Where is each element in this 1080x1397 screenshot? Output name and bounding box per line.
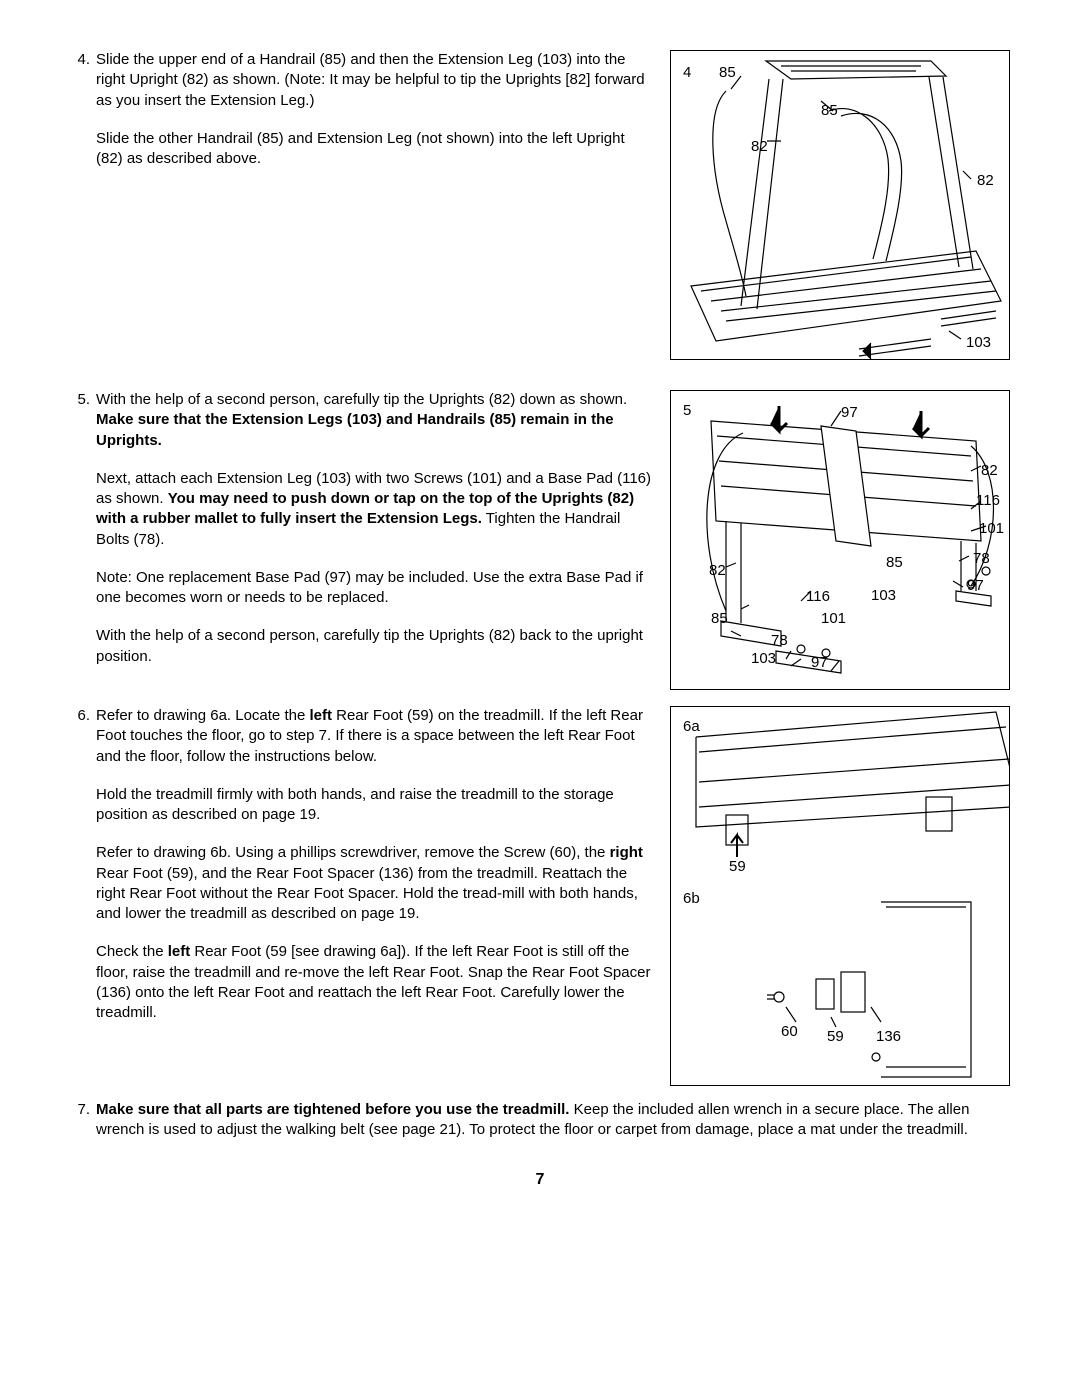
f5-116a: 116 (976, 491, 1000, 511)
figure-5: 5 97 82 116 101 78 97 85 103 82 85 116 1… (670, 390, 1010, 690)
s7p1a: Make sure that all parts are tightened b… (96, 1101, 569, 1118)
step-6-p4: Check the left Rear Foot (59 [see drawin… (96, 942, 652, 1023)
step-5-p1b: Make sure that the Extension Legs (103) … (96, 411, 614, 448)
f5-85a: 85 (711, 609, 728, 629)
f5-97b: 97 (967, 576, 984, 596)
figure-4-label: 4 (683, 63, 691, 83)
f5-101a: 101 (979, 519, 1004, 539)
f5-97c: 97 (811, 653, 828, 673)
step-7-text: Make sure that all parts are tightened b… (96, 1100, 1010, 1159)
s6p1b: left (309, 707, 332, 724)
s6p3a: Refer to drawing 6b. Using a phillips sc… (96, 844, 610, 861)
step-4-p1: Slide the upper end of a Handrail (85) a… (96, 50, 652, 111)
figure-6b-label: 6b (683, 889, 700, 909)
s6p4b: left (168, 943, 191, 960)
f5-101b: 101 (821, 609, 846, 629)
step-5-p1: With the help of a second person, carefu… (96, 390, 652, 451)
step-4-row: 4. Slide the upper end of a Handrail (85… (70, 50, 1010, 360)
step-4-number: 4. (70, 50, 96, 70)
f6-59b: 59 (827, 1027, 844, 1047)
step-6-p3: Refer to drawing 6b. Using a phillips sc… (96, 843, 652, 924)
f5-103a: 103 (751, 649, 776, 669)
figure-6: 6a 59 6b 60 59 136 (670, 706, 1010, 1086)
fig4-c-85a: 85 (719, 63, 736, 83)
step-6-row: 6. Refer to drawing 6a. Locate the left … (70, 706, 1010, 1086)
step-7-number: 7. (70, 1100, 96, 1120)
step-5-p1a: With the help of a second person, carefu… (96, 391, 627, 408)
figure-6a-label: 6a (683, 717, 700, 737)
s6p3b: right (610, 844, 643, 861)
f6-59a: 59 (729, 857, 746, 877)
step-6-number: 6. (70, 706, 96, 726)
f5-78a: 78 (973, 549, 990, 569)
f5-116b: 116 (806, 587, 830, 607)
f6-136: 136 (876, 1027, 901, 1047)
fig4-c-82a: 82 (751, 137, 768, 157)
figure-5-label: 5 (683, 401, 691, 421)
step-5-text: With the help of a second person, carefu… (96, 390, 670, 685)
step-4-text: Slide the upper end of a Handrail (85) a… (96, 50, 670, 187)
step-7-row: 7. Make sure that all parts are tightene… (70, 1100, 1010, 1159)
step-5-p4: With the help of a second person, carefu… (96, 626, 652, 667)
f6-60: 60 (781, 1022, 798, 1042)
fig4-c-82b: 82 (977, 171, 994, 191)
s6p3c: Rear Foot (59), and the Rear Foot Spacer… (96, 865, 638, 923)
fig4-c-103: 103 (966, 333, 991, 353)
f5-82a: 82 (981, 461, 998, 481)
f5-103b: 103 (871, 586, 896, 606)
step-6-p2: Hold the treadmill firmly with both hand… (96, 785, 652, 826)
step-4-p2: Slide the other Handrail (85) and Extens… (96, 129, 652, 170)
step-5-p2: Next, attach each Extension Leg (103) wi… (96, 469, 652, 550)
step-7-p1: Make sure that all parts are tightened b… (96, 1100, 1010, 1141)
page-number: 7 (70, 1169, 1010, 1191)
f5-85b: 85 (886, 553, 903, 573)
step-5-number: 5. (70, 390, 96, 410)
f5-82b: 82 (709, 561, 726, 581)
step-6-p1: Refer to drawing 6a. Locate the left Rea… (96, 706, 652, 767)
figure-4-svg (671, 51, 1010, 360)
s6p1a: Refer to drawing 6a. Locate the (96, 707, 309, 724)
step-6-text: Refer to drawing 6a. Locate the left Rea… (96, 706, 670, 1041)
figure-5-svg (671, 391, 1010, 690)
f5-97a: 97 (841, 403, 858, 423)
step-5-row: 5. With the help of a second person, car… (70, 390, 1010, 690)
step-5-p3: Note: One replacement Base Pad (97) may … (96, 568, 652, 609)
s6p4a: Check the (96, 943, 168, 960)
figure-4: 4 85 85 82 82 103 (670, 50, 1010, 360)
fig4-c-85b: 85 (821, 101, 838, 121)
